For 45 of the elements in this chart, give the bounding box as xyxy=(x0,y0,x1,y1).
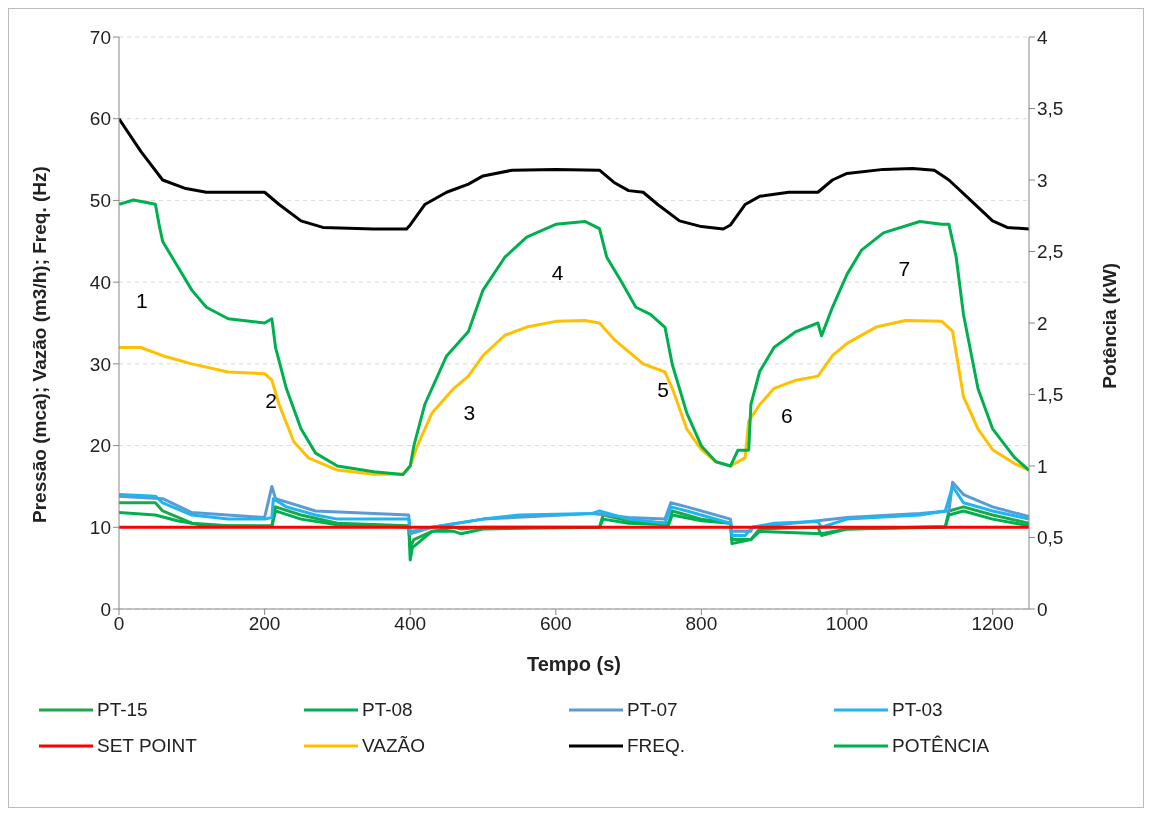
y2-tick-label: 0,5 xyxy=(1037,527,1064,549)
y-tick-label: 30 xyxy=(89,353,111,375)
y-tick-label: 60 xyxy=(89,108,111,130)
legend-label: VAZÃO xyxy=(362,735,425,757)
legend-label: PT-08 xyxy=(362,699,413,721)
y2-tick-label: 3 xyxy=(1037,169,1048,191)
legend-label: PT-15 xyxy=(97,699,148,721)
y2-tick-label: 3,5 xyxy=(1037,98,1064,120)
x-tick-label: 1000 xyxy=(825,613,869,635)
y-axis-title: Pressão (mca); Vazão (m3/h); Freq. (Hz) xyxy=(28,166,50,523)
legend-label: POTÊNCIA xyxy=(892,735,990,757)
annotation: 3 xyxy=(463,400,476,424)
y-tick-label: 20 xyxy=(89,435,111,457)
annotation: 7 xyxy=(898,256,911,280)
x-tick-label: 0 xyxy=(113,613,125,635)
y2-tick-label: 1 xyxy=(1037,455,1048,477)
x-tick-label: 1200 xyxy=(971,613,1014,635)
annotation: 5 xyxy=(657,377,670,401)
y-tick-label: 40 xyxy=(89,271,111,293)
y2-tick-label: 0 xyxy=(1037,598,1048,620)
y2-axis-title: Potência (kW) xyxy=(1098,263,1120,389)
legend-label: FREQ. xyxy=(627,735,686,757)
legend-label: PT-03 xyxy=(892,699,943,721)
y-tick-label: 70 xyxy=(89,26,111,48)
line-series xyxy=(119,117,1029,231)
annotation: 4 xyxy=(551,260,564,284)
annotation: 1 xyxy=(135,288,148,312)
line-series xyxy=(119,198,1029,477)
x-tick-label: 600 xyxy=(539,613,572,635)
y2-tick-label: 1,5 xyxy=(1037,384,1064,406)
annotation: 2 xyxy=(265,388,277,412)
legend-label: SET POINT xyxy=(97,735,197,757)
x-tick-label: 400 xyxy=(394,613,427,635)
x-tick-label: 800 xyxy=(685,613,718,635)
y2-tick-label: 2 xyxy=(1037,312,1048,334)
annotation: 6 xyxy=(781,403,793,427)
y-tick-label: 10 xyxy=(89,517,111,539)
legend-label: PT-07 xyxy=(627,699,678,721)
y2-tick-label: 4 xyxy=(1037,26,1048,48)
y2-tick-label: 2,5 xyxy=(1037,241,1064,263)
x-tick-label: 200 xyxy=(248,613,281,635)
y-tick-label: 0 xyxy=(100,598,111,620)
y-tick-label: 50 xyxy=(89,190,111,212)
line-series xyxy=(119,319,1029,476)
x-axis-title: Tempo (s) xyxy=(526,653,622,675)
